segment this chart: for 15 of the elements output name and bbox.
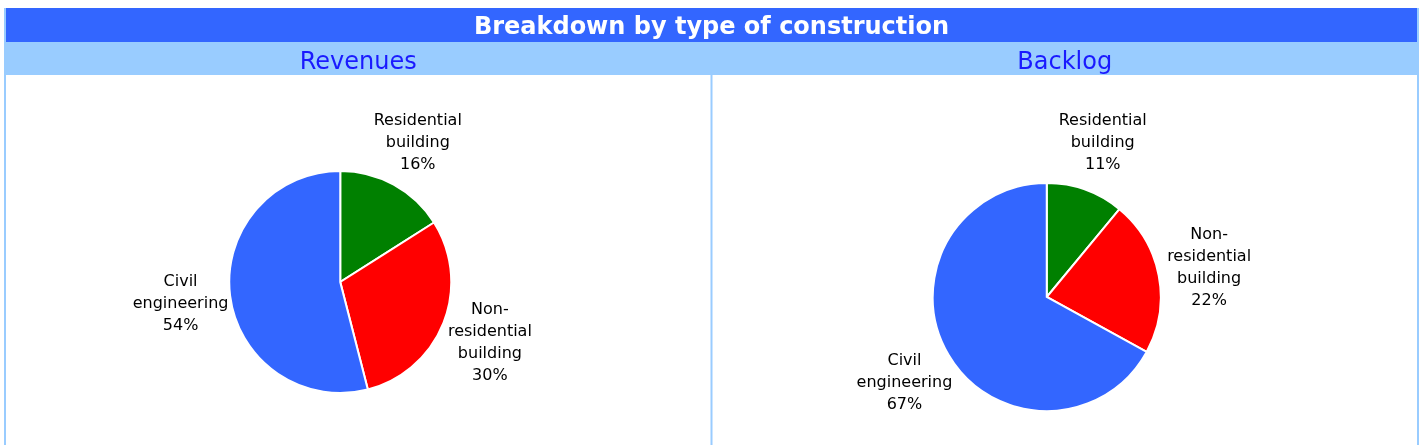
slice-label: Residential building [373, 109, 462, 151]
data-label: 30% [472, 365, 508, 385]
slice-label: Non-residential building [447, 299, 532, 363]
slice-label: Civil engineering [132, 271, 229, 313]
text: Breakdown by type of construction [473, 12, 950, 40]
data-label: 22% [1191, 290, 1227, 310]
data-label: 16% [400, 153, 436, 173]
data-label: 67% [886, 394, 923, 414]
chart-subtitle: Backlog [1017, 47, 1113, 75]
slice-label: Civil engineering [856, 350, 953, 392]
data-label: 11% [1084, 154, 1121, 174]
chart-subtitle: Revenues [299, 47, 417, 75]
slice-label: Residential building [1058, 110, 1147, 152]
slice-label: Non-residential building [1167, 224, 1252, 288]
data-label: 54% [162, 315, 199, 335]
